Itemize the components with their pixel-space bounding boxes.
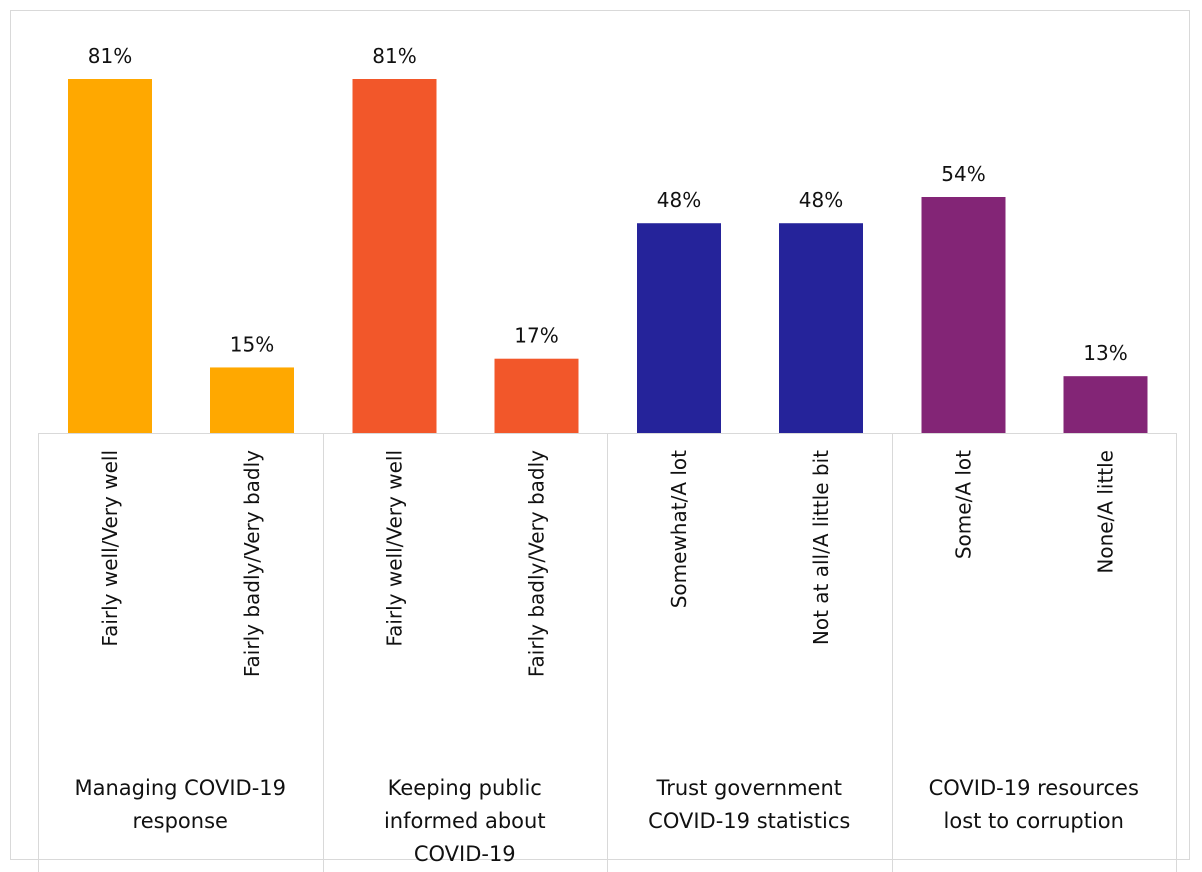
- bar: [637, 223, 721, 433]
- category-tick-label: Fairly well/Very well: [98, 450, 122, 647]
- data-label: 15%: [230, 332, 274, 356]
- category-tick-label: Not at all/A little bit: [809, 450, 833, 645]
- data-label: 81%: [372, 44, 416, 68]
- category-tick-label: Somewhat/A lot: [667, 450, 691, 608]
- group-label: COVID-19: [414, 842, 516, 866]
- data-label: 48%: [799, 188, 843, 212]
- data-label: 54%: [941, 162, 985, 186]
- data-label: 13%: [1083, 341, 1127, 365]
- category-tick-label: Fairly badly/Very badly: [525, 450, 549, 677]
- category-tick-label: None/A little: [1094, 450, 1118, 574]
- bar: [1063, 376, 1148, 433]
- bar: [779, 223, 863, 433]
- category-tick-label: Some/A lot: [952, 450, 976, 559]
- group-label: Keeping public: [388, 776, 542, 800]
- data-label: 81%: [88, 44, 132, 68]
- bar: [210, 367, 294, 433]
- group-label: lost to corruption: [944, 809, 1124, 833]
- group-label: COVID-19 resources: [929, 776, 1139, 800]
- chart-frame: [10, 10, 1190, 860]
- bar: [494, 358, 579, 433]
- group-label: Trust government: [655, 776, 842, 800]
- data-label: 17%: [514, 324, 558, 348]
- group-label: COVID-19 statistics: [648, 809, 850, 833]
- category-tick-label: Fairly well/Very well: [383, 450, 407, 647]
- bar: [921, 197, 1006, 433]
- group-label: informed about: [384, 809, 546, 833]
- group-label: Managing COVID-19: [75, 776, 287, 800]
- bar: [352, 79, 437, 433]
- category-tick-label: Fairly badly/Very badly: [240, 450, 264, 677]
- bar: [68, 79, 152, 433]
- group-label: response: [133, 809, 228, 833]
- data-label: 48%: [657, 188, 701, 212]
